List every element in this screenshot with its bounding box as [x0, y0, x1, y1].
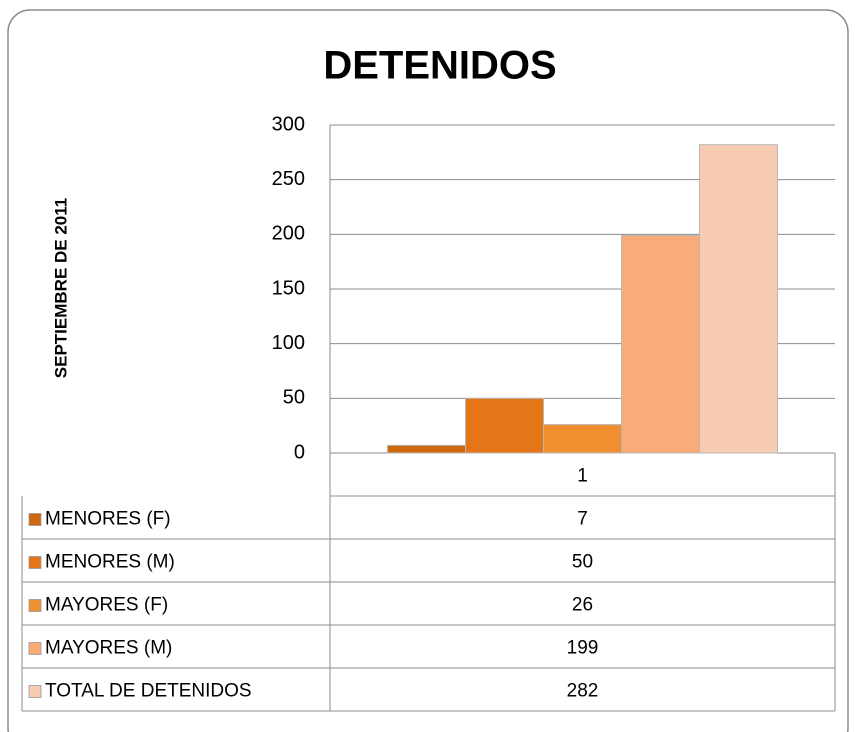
- bar: [621, 234, 700, 454]
- legend-label: MAYORES (F): [45, 595, 168, 616]
- y-tick-label: 150: [272, 277, 305, 299]
- legend-swatch: [28, 599, 42, 612]
- y-tick-label: 250: [272, 168, 305, 190]
- y-tick-label: 0: [294, 441, 305, 463]
- table-value: 282: [567, 681, 599, 702]
- table-value: 50: [572, 552, 593, 573]
- table-value: 26: [572, 595, 593, 616]
- legend-swatch: [28, 642, 42, 655]
- bar: [699, 144, 778, 454]
- table-value: 7: [577, 509, 588, 530]
- chart-frame: [7, 9, 849, 732]
- y-tick-label: 50: [283, 387, 305, 409]
- y-tick-label: 300: [272, 113, 305, 135]
- legend-label: MENORES (F): [45, 509, 171, 530]
- chart-title: DETENIDOS: [323, 44, 556, 88]
- y-tick-label: 100: [272, 332, 305, 354]
- y-axis-label: SEPTIEMBRE DE 2011: [51, 198, 70, 378]
- legend-swatch: [28, 556, 42, 569]
- y-tick-label: 200: [272, 223, 305, 245]
- legend-swatch: [28, 513, 42, 526]
- table-value: 199: [567, 638, 599, 659]
- legend-swatch: [28, 685, 42, 698]
- bar: [387, 444, 466, 454]
- legend-label: MENORES (M): [45, 552, 175, 573]
- x-tick-label: 1: [577, 466, 588, 487]
- legend-label: TOTAL DE DETENIDOS: [45, 681, 252, 702]
- bar: [465, 397, 544, 454]
- legend-label: MAYORES (M): [45, 638, 172, 659]
- bar: [543, 424, 622, 454]
